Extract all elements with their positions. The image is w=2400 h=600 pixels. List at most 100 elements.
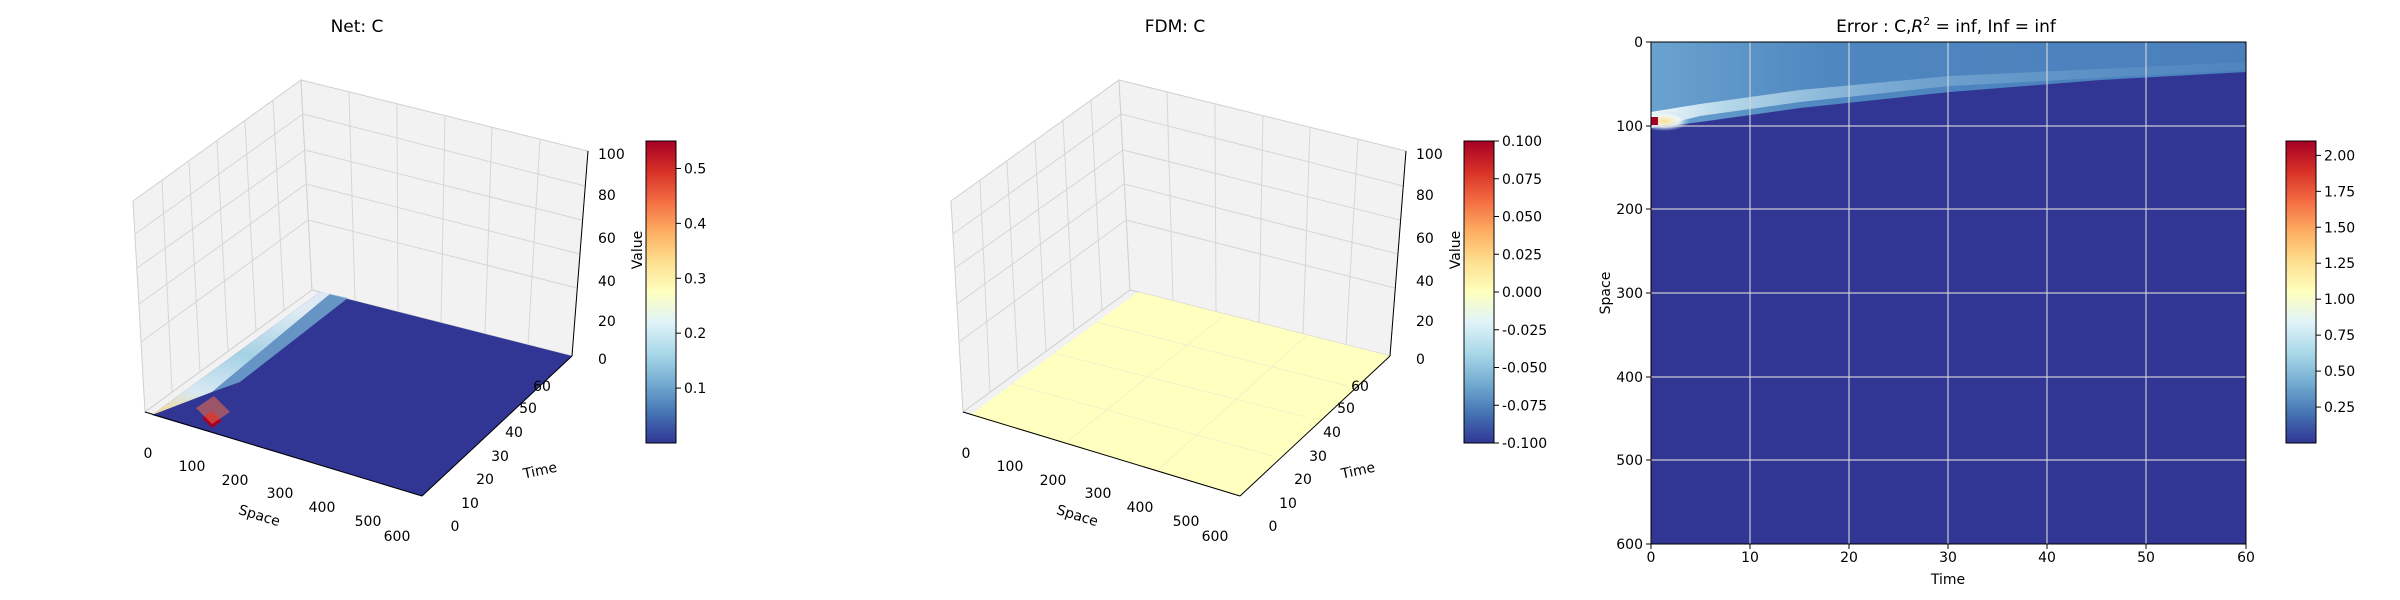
fdm-z-ticks: 0 20 40 60 80 100 [1416, 147, 1443, 368]
net-x-label: Space [236, 502, 281, 530]
fdm-z-tick: 40 [1416, 274, 1434, 290]
net-colorbar [645, 140, 677, 444]
fdm-colorbar [1463, 140, 1495, 444]
net-x-tick: 600 [384, 529, 411, 545]
fdm-y-tick: 60 [1351, 379, 1369, 395]
colorbar-tick-label: 0.50 [2324, 364, 2355, 380]
error-y-label: Space [1598, 272, 1614, 315]
error-x-label: Time [1930, 572, 1965, 588]
fdm-y-label: Time [1339, 460, 1377, 483]
net-y-axis [421, 355, 573, 497]
net-z-axis [571, 150, 589, 357]
fdm-z-axis [1389, 150, 1407, 357]
error-title: Error : C,R2 = inf, Inf = inf [1836, 15, 2057, 37]
error-x-tick: 40 [2038, 550, 2056, 566]
fdm-x-tick: 500 [1173, 514, 1200, 530]
error-x-tick: 50 [2137, 550, 2155, 566]
net-y-tick: 50 [519, 401, 537, 417]
colorbar-tick-label: 0.1 [684, 381, 706, 397]
error-y-tick: 300 [1616, 286, 1643, 302]
net-y-label: Time [521, 460, 559, 483]
net-y-tick: 30 [491, 449, 509, 465]
colorbar-tick-label: 0.25 [2324, 400, 2355, 416]
fdm-x-tick: 300 [1085, 486, 1112, 502]
colorbar-tick-label: 0.000 [1502, 285, 1542, 301]
colorbar-tick-label: -0.100 [1502, 436, 1547, 452]
net-x-tick: 100 [179, 459, 206, 475]
fdm-z-tick: 100 [1416, 147, 1443, 163]
error-y-tick: 500 [1616, 453, 1643, 469]
panel-net-3d: Net: C [132, 17, 706, 545]
colorbar-tick-label: -0.025 [1502, 323, 1547, 339]
fdm-y-axis [1239, 355, 1391, 497]
colorbar-tick-label: 0.4 [684, 216, 706, 232]
net-x-tick: 200 [222, 473, 249, 489]
fdm-y-tick: 40 [1323, 425, 1341, 441]
colorbar-tick-label: 0.75 [2324, 328, 2355, 344]
error-colorbar [2285, 140, 2317, 444]
panel-error-heatmap: Error : C,R2 = inf, Inf = inf [1598, 15, 2355, 588]
fdm-x-ticks: 0 100 200 300 400 500 600 [962, 446, 1229, 545]
net-y-tick: 20 [476, 472, 494, 488]
fdm-z-label: Value [1448, 231, 1464, 269]
fdm-y-tick: 0 [1269, 519, 1278, 535]
net-x-tick: 300 [267, 486, 294, 502]
error-y-ticks: 0 100 200 300 400 500 600 [1616, 35, 1643, 553]
net-title: Net: C [331, 17, 384, 37]
colorbar-tick-label: 1.25 [2324, 256, 2355, 272]
error-hot-spot-halo [1651, 111, 1690, 131]
fdm-y-tick: 50 [1337, 401, 1355, 417]
error-x-tick: 0 [1647, 550, 1656, 566]
fdm-z-tick: 60 [1416, 231, 1434, 247]
error-x-tick: 20 [1840, 550, 1858, 566]
fdm-z-tick: 80 [1416, 188, 1434, 204]
colorbar-tick-label: 1.50 [2324, 220, 2355, 236]
error-y-tick: 0 [1634, 35, 1643, 51]
colorbar-tick-label: 1.75 [2324, 184, 2355, 200]
net-surface-ridge [152, 292, 330, 415]
error-y-tickmarks [1646, 41, 1651, 545]
error-y-tick: 400 [1616, 370, 1643, 386]
error-y-tick: 200 [1616, 202, 1643, 218]
error-hot-spot [1651, 117, 1658, 125]
net-x-tick: 500 [355, 514, 382, 530]
fdm-y-tick: 10 [1279, 496, 1297, 512]
colorbar-tick-label: 0.075 [1502, 172, 1542, 188]
fdm-x-tick: 600 [1202, 529, 1229, 545]
net-z-label: Value [630, 231, 646, 269]
net-z-tick: 80 [598, 188, 616, 204]
error-x-ticks: 0 10 20 30 40 50 60 [1647, 550, 2255, 566]
colorbar-tick-label: 2.00 [2324, 148, 2355, 164]
net-y-tick: 10 [461, 496, 479, 512]
colorbar-tick-label: 0.100 [1502, 134, 1542, 150]
fdm-colorbar-ticks: -0.100 -0.075 -0.050 -0.025 0.000 0.025 0.050 0… [1494, 134, 1547, 452]
net-x-ticks: 0 100 200 300 400 500 600 [144, 446, 411, 545]
net-y-tick: 60 [533, 379, 551, 395]
fdm-surface-grid [1011, 316, 1349, 471]
panel-fdm-3d: FDM: C [950, 17, 1547, 545]
error-grid [1651, 42, 2246, 544]
net-x-axis [144, 411, 423, 497]
fdm-x-tick: 200 [1040, 473, 1067, 489]
error-x-tick: 10 [1741, 550, 1759, 566]
net-x-tick: 0 [144, 446, 153, 462]
colorbar-tick-label: -0.075 [1502, 398, 1547, 414]
fdm-title: FDM: C [1145, 17, 1206, 37]
error-streak [1651, 62, 2246, 128]
fdm-x-tick: 0 [962, 446, 971, 462]
net-z-tick: 100 [598, 147, 625, 163]
net-y-tick: 0 [451, 519, 460, 535]
colorbar-tick-label: -0.050 [1502, 361, 1547, 377]
net-x-tick: 400 [309, 500, 336, 516]
net-z-tick: 60 [598, 231, 616, 247]
net-surface-ridge-tail [212, 294, 348, 392]
colorbar-tick-label: 0.025 [1502, 247, 1542, 263]
fdm-x-axis [962, 411, 1241, 497]
error-x-tick: 30 [1939, 550, 1957, 566]
error-colorbar-ticks: 0.25 0.50 0.75 1.00 1.25 1.50 1.75 2.00 [2316, 148, 2355, 416]
error-y-tick: 600 [1616, 537, 1643, 553]
net-z-tick: 20 [598, 314, 616, 330]
fdm-x-label: Space [1054, 502, 1099, 530]
colorbar-tick-label: 1.00 [2324, 292, 2355, 308]
